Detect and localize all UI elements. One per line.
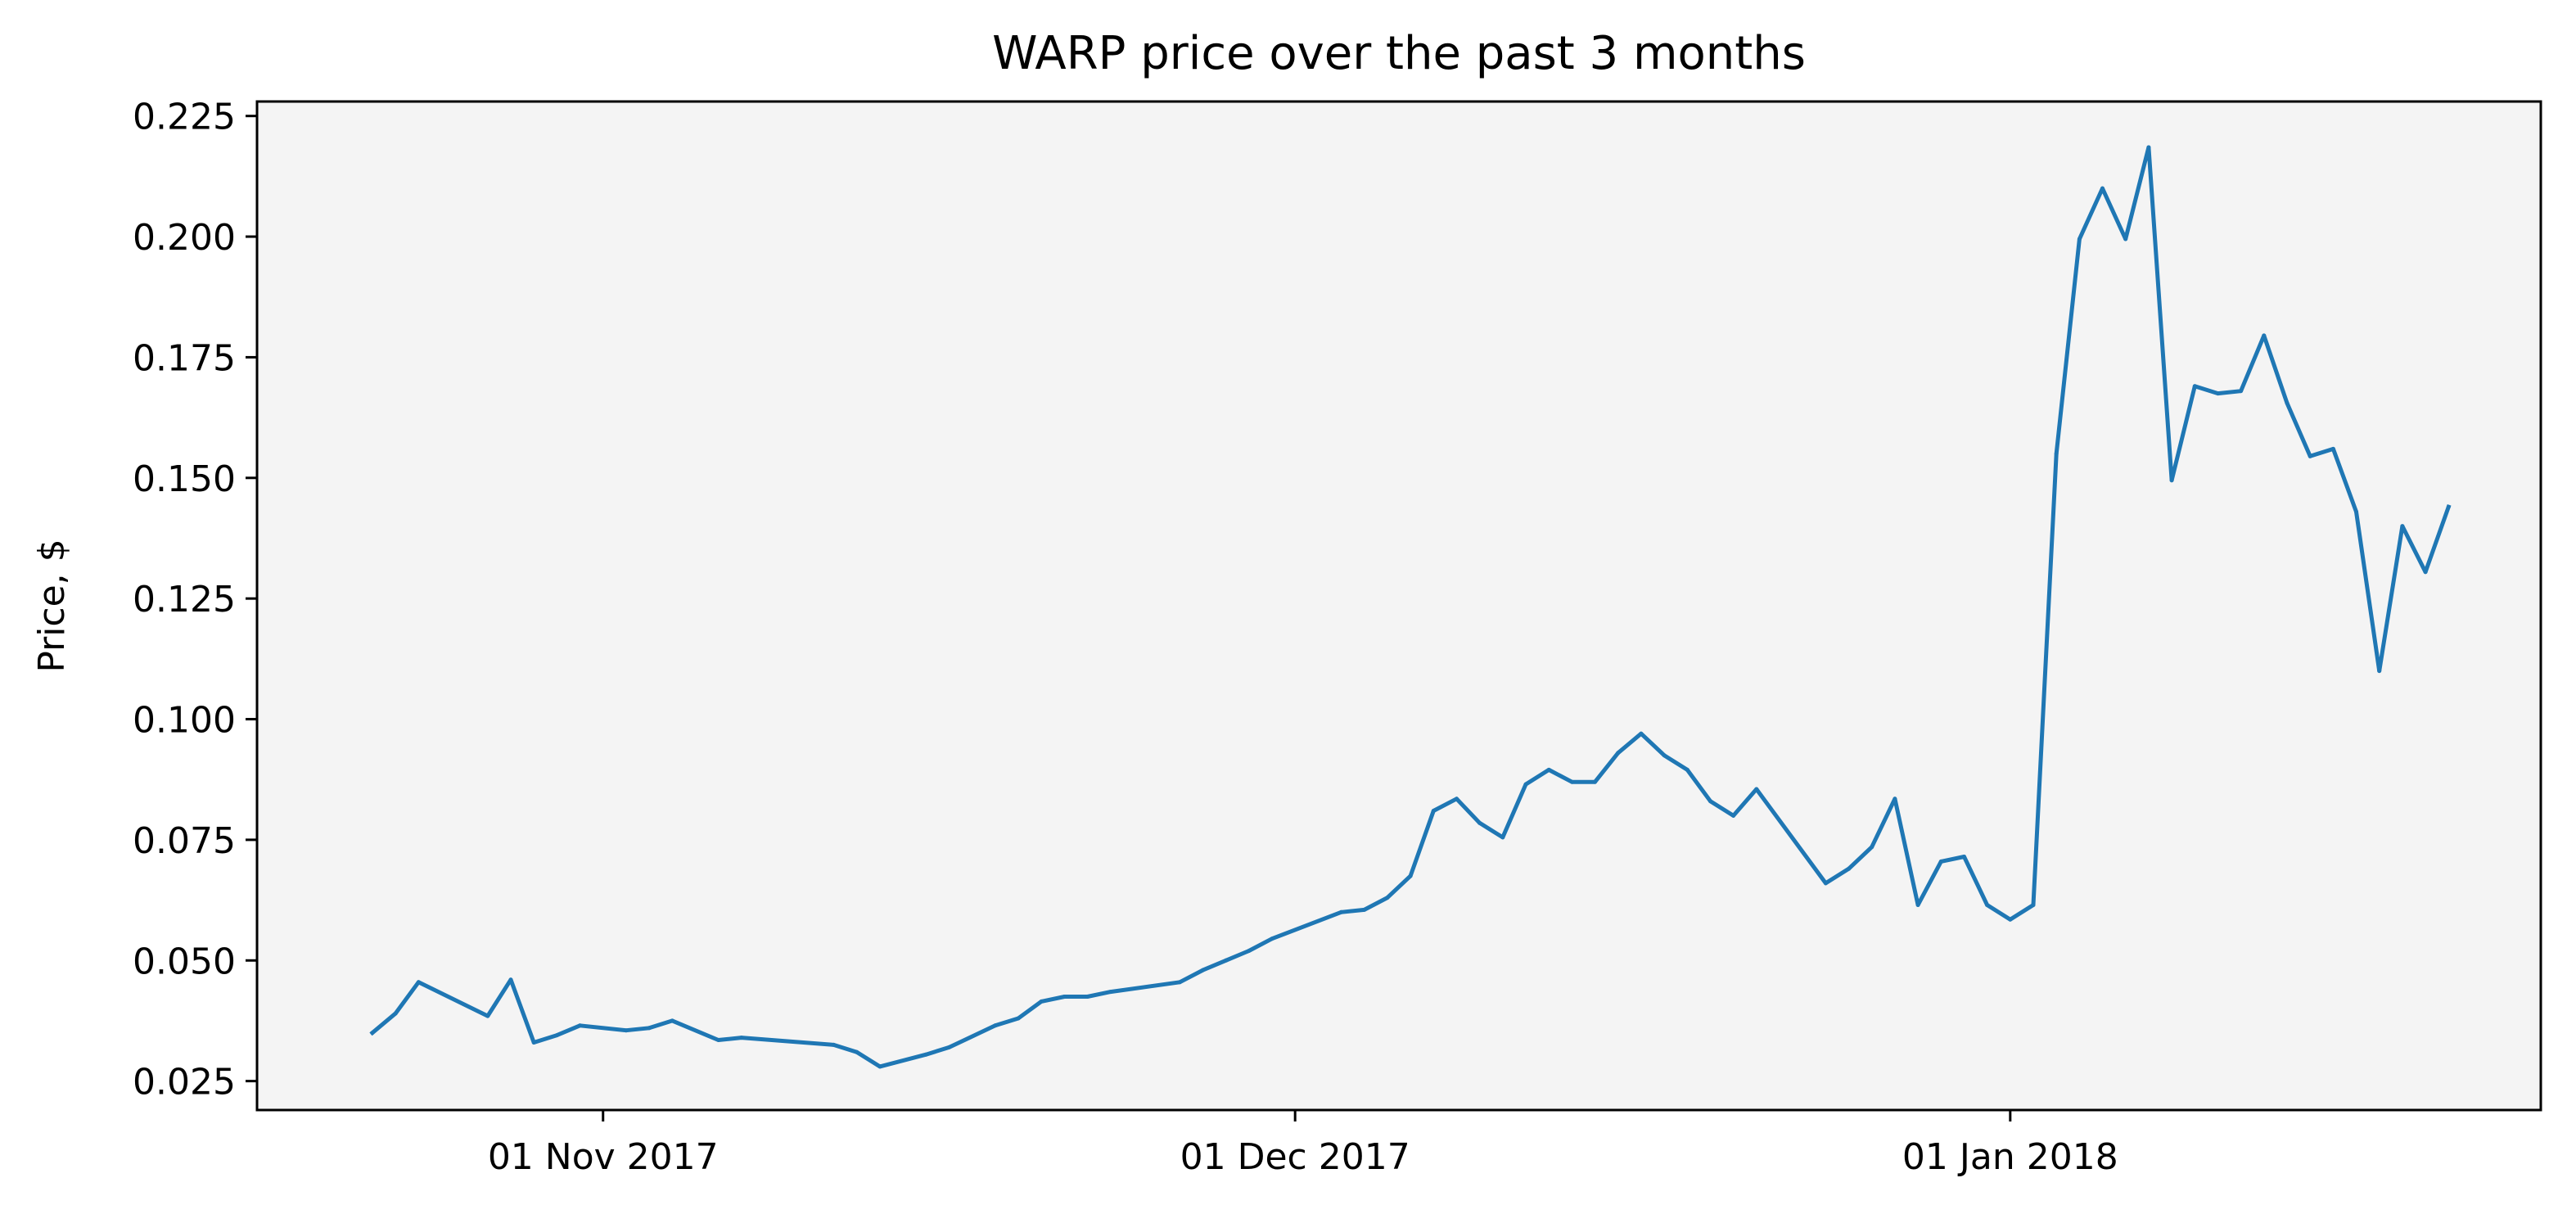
data-point — [2308, 454, 2312, 458]
y-tick-label: 0.025 — [133, 1062, 236, 1103]
data-point — [1847, 866, 1851, 871]
data-point — [1385, 896, 1390, 900]
data-point — [2146, 145, 2151, 150]
data-point — [1915, 903, 1920, 907]
data-point — [1985, 903, 1990, 907]
data-point — [1938, 859, 1943, 864]
y-tick-label: 0.200 — [133, 217, 236, 259]
data-point — [2031, 903, 2036, 907]
plot-frame — [255, 100, 2542, 1112]
x-tick-label: 01 Jan 2018 — [1902, 1136, 2118, 1178]
data-point — [947, 1045, 951, 1049]
data-point — [624, 1028, 629, 1033]
y-axis-label: Price, $ — [31, 539, 73, 672]
data-point — [1639, 731, 1644, 736]
y-tick-label: 0.075 — [133, 820, 236, 862]
data-point — [2216, 391, 2220, 396]
y-tick-label: 0.100 — [133, 700, 236, 742]
y-axis: 0.025 0.050 0.075 0.100 0.125 0.150 0.175 0.200… — [133, 97, 257, 1103]
y-tick-label: 0.050 — [133, 941, 236, 982]
data-point — [1408, 873, 1413, 878]
data-point — [370, 1031, 375, 1036]
data-point — [1616, 751, 1621, 756]
chart-title: WARP price over the past 3 months — [992, 27, 1806, 80]
data-point — [923, 1052, 928, 1057]
x-tick-label: 01 Nov 2017 — [488, 1136, 719, 1178]
data-point — [1270, 936, 1274, 941]
data-point — [2354, 509, 2358, 514]
data-point — [2169, 478, 2174, 483]
data-point — [578, 1023, 582, 1028]
data-point — [1962, 855, 1966, 859]
data-point — [855, 1049, 859, 1054]
y-tick-label: 0.125 — [133, 579, 236, 621]
data-point — [647, 1026, 652, 1031]
data-point — [2239, 389, 2244, 394]
data-point — [739, 1036, 744, 1040]
data-point — [2008, 917, 2013, 922]
data-point — [1546, 767, 1551, 772]
data-point — [1569, 779, 1574, 784]
data-point — [1731, 813, 1736, 818]
y-tick-label: 0.150 — [133, 458, 236, 500]
data-point — [1201, 968, 1205, 973]
data-point — [1893, 797, 1897, 801]
data-point — [416, 980, 421, 985]
data-point — [1708, 799, 1712, 804]
data-point — [1477, 820, 1482, 825]
data-point — [393, 1011, 398, 1016]
y-tick-label: 0.225 — [133, 97, 236, 138]
data-point — [1754, 787, 1759, 792]
data-point — [1339, 909, 1343, 914]
data-point — [554, 1033, 559, 1038]
data-point — [1177, 980, 1182, 985]
data-point — [531, 1040, 536, 1045]
series-layer — [369, 145, 2452, 1069]
data-point — [2446, 504, 2451, 509]
data-point — [508, 977, 513, 982]
data-point — [1062, 995, 1067, 999]
price-line — [369, 145, 2452, 1069]
data-point — [1085, 995, 1089, 999]
data-point — [2285, 400, 2290, 405]
data-point — [2054, 451, 2059, 456]
data-point — [877, 1064, 882, 1069]
plot-area — [257, 102, 2541, 1110]
data-point — [2123, 237, 2128, 241]
data-point — [1685, 767, 1690, 772]
data-point — [1016, 1016, 1021, 1021]
data-point — [2377, 669, 2382, 674]
data-point — [2330, 446, 2335, 451]
data-point — [485, 1013, 490, 1018]
data-point — [2400, 524, 2405, 529]
data-point — [1431, 809, 1436, 813]
data-point — [1662, 753, 1667, 758]
data-point — [2262, 333, 2267, 338]
y-tick-label: 0.175 — [133, 337, 236, 379]
data-point — [2100, 186, 2105, 191]
data-point — [670, 1018, 674, 1023]
data-point — [1593, 779, 1597, 784]
data-point — [1523, 782, 1528, 787]
data-point — [716, 1038, 721, 1042]
data-point — [832, 1042, 836, 1047]
data-point — [2192, 384, 2197, 389]
data-point — [1362, 907, 1367, 912]
data-point — [1823, 881, 1828, 886]
data-point — [1039, 999, 1044, 1004]
x-tick-label: 01 Dec 2017 — [1180, 1136, 1410, 1178]
data-point — [993, 1023, 998, 1028]
data-point — [2077, 237, 2082, 241]
data-point — [1500, 835, 1505, 840]
data-point — [1870, 845, 1874, 850]
data-point — [1108, 990, 1113, 995]
data-point — [2423, 570, 2428, 575]
data-point — [1224, 958, 1229, 963]
x-axis: 01 Nov 2017 01 Dec 2017 01 Jan 2018 — [488, 1110, 2118, 1178]
data-point — [1247, 949, 1252, 953]
data-point — [1455, 797, 1459, 801]
